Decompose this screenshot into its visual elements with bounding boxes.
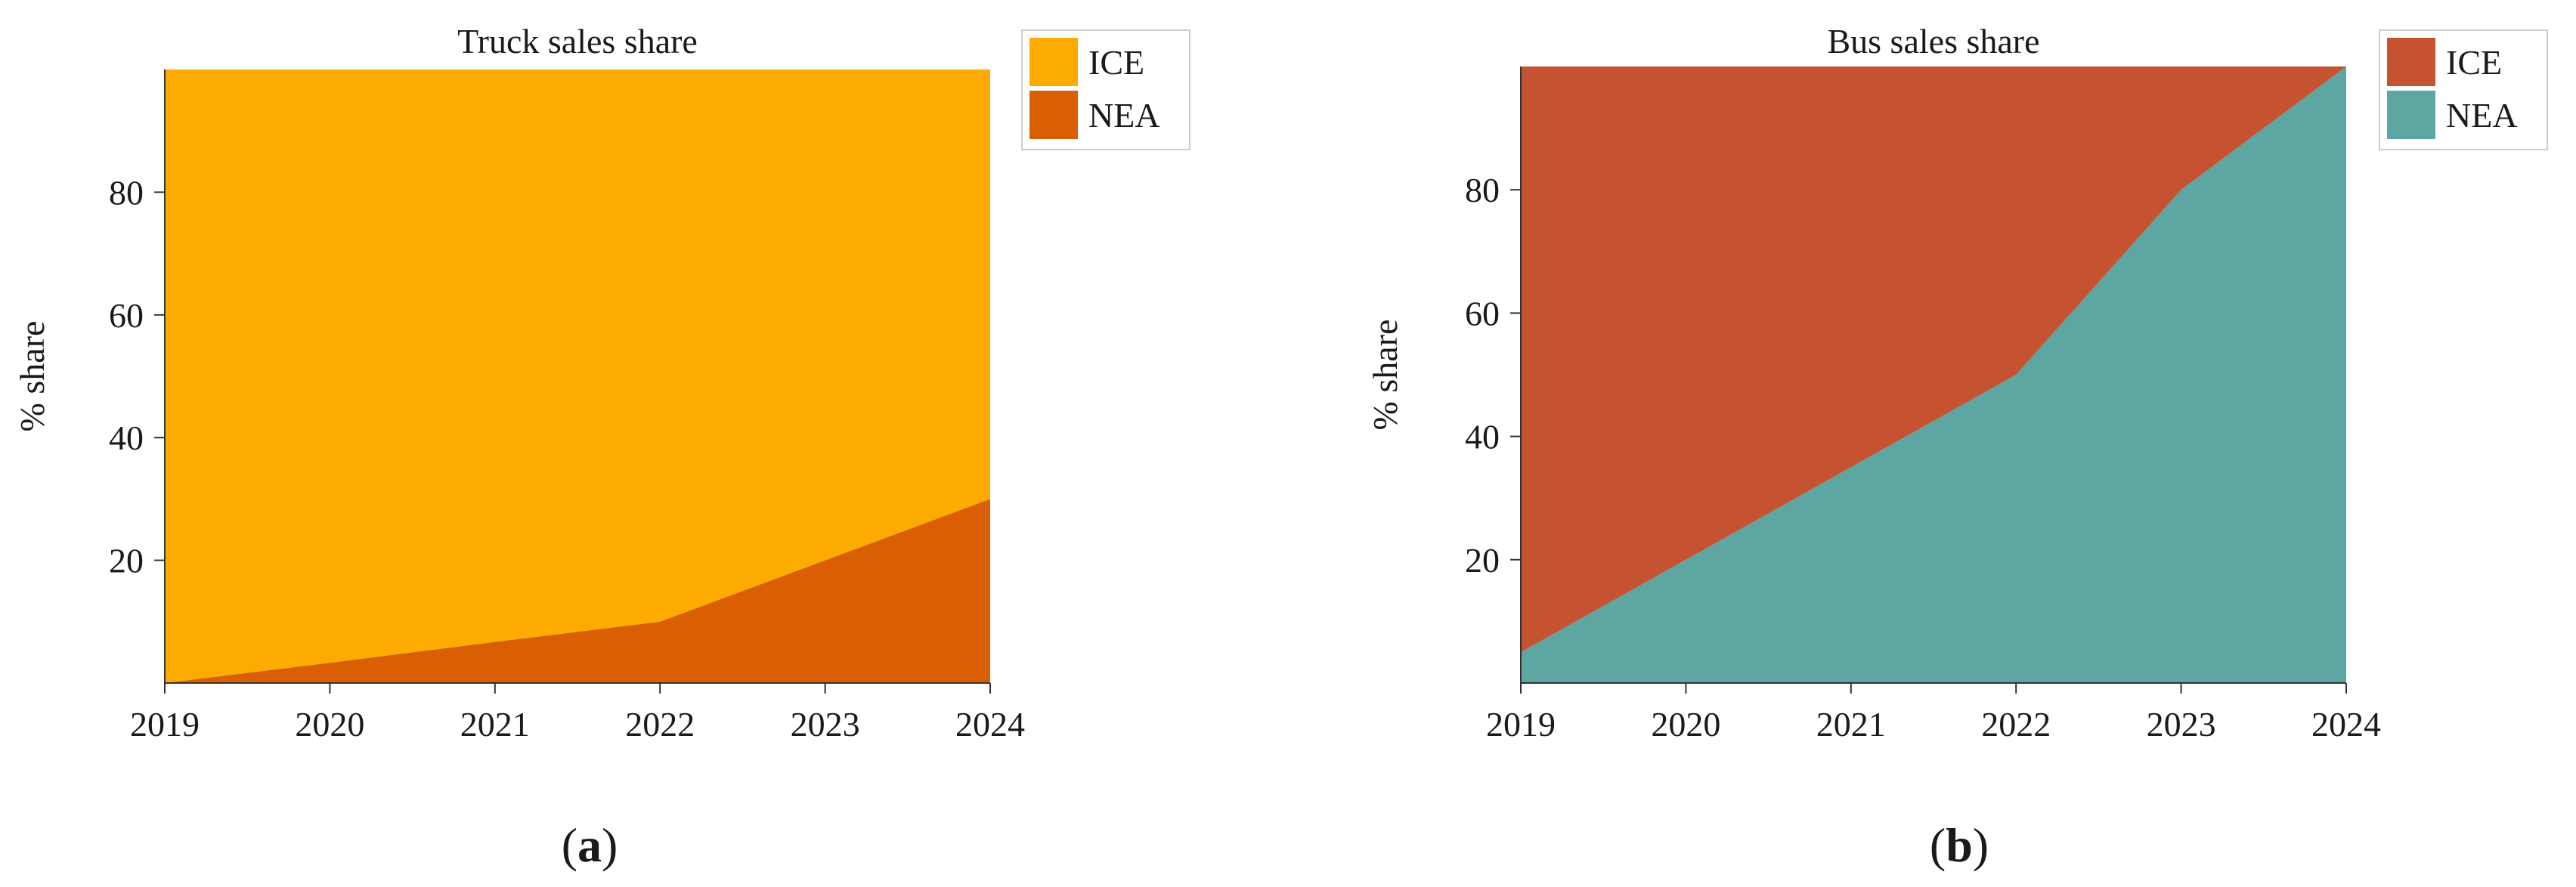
x-tick-label: 2024 — [955, 705, 1025, 743]
y-tick-label: 60 — [1465, 294, 1500, 332]
panel-label-close: ) — [1973, 818, 1989, 872]
x-tick-label: 2023 — [791, 705, 860, 743]
legend-label-nea: NEA — [1088, 96, 1160, 134]
legend: ICE NEA — [2379, 29, 2548, 150]
x-tick-label: 2023 — [2147, 705, 2216, 743]
y-tick-label: 20 — [109, 542, 144, 580]
area-nea — [165, 499, 990, 683]
panel-label-letter: a — [577, 818, 602, 872]
legend-swatch-ice — [1029, 38, 1078, 86]
panel-label: (b) — [1930, 818, 1989, 872]
y-tick-label: 60 — [109, 296, 144, 335]
legend-label-ice: ICE — [2446, 43, 2502, 82]
x-tick-label: 2022 — [1981, 705, 2051, 743]
x-tick-label: 2021 — [1816, 705, 1886, 743]
legend-swatch-nea — [1029, 91, 1078, 139]
legend-label-nea: NEA — [2446, 96, 2518, 134]
x-tick-label: 2019 — [130, 705, 200, 743]
x-tick-label: 2020 — [295, 705, 364, 743]
legend: ICE NEA — [1021, 29, 1190, 150]
area-ice — [165, 70, 990, 683]
area-ice — [1521, 66, 2346, 653]
bus-chart: 2019 2020 2021 2022 2023 2024 20 40 60 80 Bus sale… — [1366, 22, 2548, 872]
area-nea — [1521, 66, 2346, 683]
chart-title: Truck sales share — [457, 22, 698, 60]
panel-label-open: ( — [1930, 818, 1946, 872]
legend-swatch-nea — [2387, 91, 2435, 139]
legend-label-ice: ICE — [1088, 43, 1144, 82]
x-tick-label: 2021 — [460, 705, 530, 743]
y-tick-label: 40 — [1465, 418, 1500, 456]
y-tick-label: 80 — [1465, 171, 1500, 209]
x-tick-label: 2019 — [1486, 705, 1556, 743]
y-axis-label: % share — [13, 321, 51, 432]
panel-label-open: ( — [562, 818, 577, 872]
truck-chart: 2019 2020 2021 2022 2023 2024 20 40 60 80 Truck sa… — [13, 22, 1190, 872]
x-tick-label: 2020 — [1651, 705, 1720, 743]
y-tick-label: 80 — [109, 173, 144, 212]
y-tick-label: 40 — [109, 419, 144, 457]
y-tick-label: 20 — [1465, 541, 1500, 579]
x-tick-label: 2022 — [625, 705, 695, 743]
panel-label-letter: b — [1946, 818, 1973, 872]
chart-title: Bus sales share — [1827, 22, 2039, 60]
legend-swatch-ice — [2387, 38, 2435, 86]
panel-label-close: ) — [602, 818, 618, 872]
panel-label: (a) — [562, 818, 618, 872]
x-tick-label: 2024 — [2311, 705, 2381, 743]
y-axis-label: % share — [1366, 320, 1404, 431]
